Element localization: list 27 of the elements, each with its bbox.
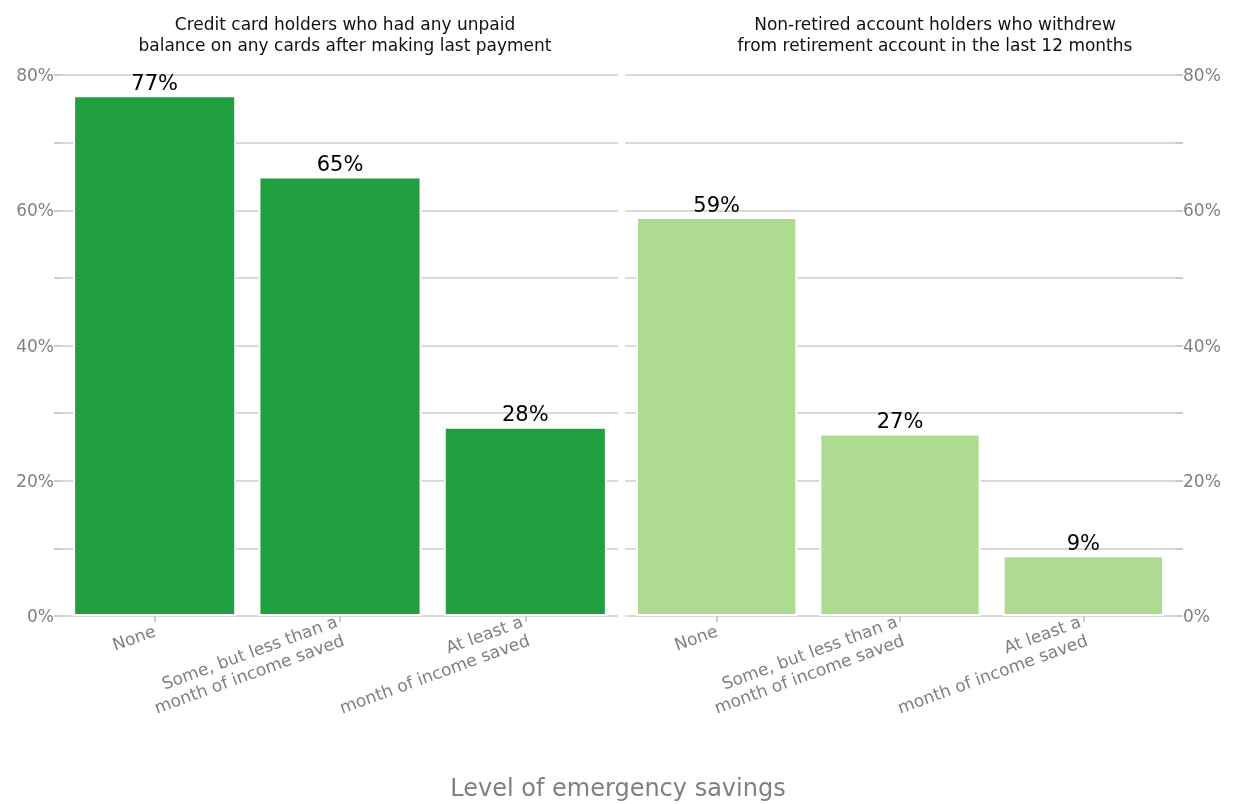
bar xyxy=(819,433,981,616)
data-label: 77% xyxy=(131,70,179,95)
chart-title: Non-retired account holders who withdrew from retirement account in the last 12 months xyxy=(737,13,1133,55)
y2-tick-label: 40% xyxy=(1183,335,1221,356)
bar xyxy=(258,176,422,616)
y-tick-label: 60% xyxy=(16,200,54,221)
y-tick-label: 80% xyxy=(16,65,54,85)
y2-tick-label: 20% xyxy=(1183,470,1221,491)
data-label: 27% xyxy=(876,408,924,433)
x-axis-title: Level of emergency savings xyxy=(449,774,787,802)
bar xyxy=(636,217,798,616)
bar xyxy=(443,426,607,616)
chart-title: Credit card holders who had any unpaid balance on any cards after making last payment xyxy=(138,13,552,55)
y2-tick-label: 60% xyxy=(1183,200,1221,221)
bar xyxy=(73,95,237,616)
data-label: 65% xyxy=(316,151,364,176)
x-tick-label: None xyxy=(109,620,159,655)
y2-tick-label: 80% xyxy=(1183,65,1221,85)
data-label: 28% xyxy=(501,402,549,427)
data-label: 59% xyxy=(693,192,741,217)
data-label: 9% xyxy=(1066,530,1100,555)
y2-tick-label: 0% xyxy=(1183,606,1210,626)
bar xyxy=(1002,555,1164,616)
y-tick-label: 40% xyxy=(16,335,54,356)
y-tick-label: 0% xyxy=(27,606,54,626)
y-tick-label: 20% xyxy=(16,470,54,491)
x-tick-label: None xyxy=(671,620,721,655)
